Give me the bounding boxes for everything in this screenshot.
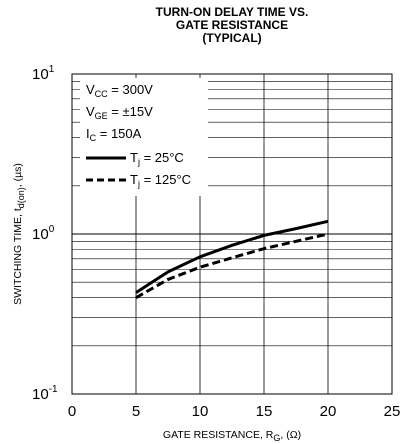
x-tick-label: 25 [384,403,401,420]
series-line-dashed [135,232,329,299]
legend: VCC = 300V VGE = ±15V IC = 150A Tj = 25°C Tj… [80,78,208,196]
x-axis-label: GATE RESISTANCE, RG, (Ω) [163,429,301,443]
series-line-solid [135,219,329,294]
title-line: TURN-ON DELAY TIME VS. [156,5,309,19]
legend-entry: Tj = 125°C [130,172,191,189]
title-line: GATE RESISTANCE [176,18,288,32]
y-tick-label: 10-1 [32,384,58,403]
x-tick-label: 10 [192,403,209,420]
condition-label: IC = 150A [86,126,142,143]
x-tick-label: 5 [132,403,140,420]
legend-entry: Tj = 25°C [130,150,184,167]
y-axis-label: SWITCHING TIME, td(on), (µs) [12,163,26,305]
y-tick-label: 101 [32,64,55,83]
y-tick-label: 100 [32,224,55,243]
axis-labels: GATE RESISTANCE, RG, (Ω) SWITCHING TIME, … [12,163,301,443]
x-tick-label: 20 [320,403,337,420]
tick-labels: 0 5 10 15 20 25 101 100 10-1 [32,64,400,420]
series-lines [135,219,329,299]
condition-label: VCC = 300V [86,82,153,99]
grid [72,74,392,394]
legend-background [80,78,208,196]
chart-title: TURN-ON DELAY TIME VS.GATE RESISTANCE(TY… [156,5,309,45]
plot-frame [71,73,393,395]
title-line: (TYPICAL) [202,31,261,45]
condition-label: VGE = ±15V [86,104,153,121]
x-tick-label: 0 [68,403,76,420]
x-tick-label: 15 [256,403,273,420]
